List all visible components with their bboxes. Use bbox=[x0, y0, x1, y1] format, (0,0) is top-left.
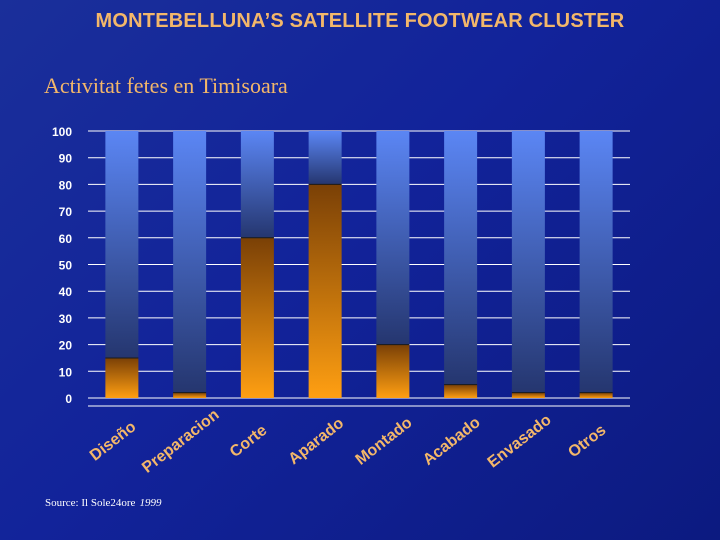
y-tick-label: 60 bbox=[59, 232, 73, 246]
bar-segment-upper bbox=[173, 131, 207, 393]
x-category-label: Envasado bbox=[485, 411, 555, 471]
bar-segment-lower bbox=[511, 392, 545, 398]
bar-segment-lower bbox=[579, 392, 613, 398]
source-text: Source: Il Sole24ore bbox=[45, 497, 136, 509]
x-category-label: Corte bbox=[227, 422, 270, 461]
bar-segment-lower bbox=[240, 237, 274, 398]
y-tick-label: 70 bbox=[59, 205, 73, 219]
y-tick-label: 50 bbox=[59, 259, 73, 273]
y-tick-label: 30 bbox=[59, 312, 73, 326]
bars bbox=[105, 131, 613, 398]
bar-segment-lower bbox=[444, 384, 478, 398]
bar-segment-upper bbox=[240, 131, 274, 238]
y-tick-label: 0 bbox=[65, 392, 72, 406]
bar-segment-upper bbox=[308, 131, 342, 185]
x-category-label: Acabado bbox=[420, 414, 484, 469]
x-category-label: Diseño bbox=[87, 418, 140, 464]
y-tick-label: 40 bbox=[59, 285, 73, 299]
y-tick-label: 20 bbox=[59, 339, 73, 353]
y-tick-label: 10 bbox=[59, 365, 73, 379]
source-note: Source: Il Sole24ore 1999 bbox=[45, 497, 161, 509]
slide-title: MONTEBELLUNA’S SATELLITE FOOTWEAR CLUSTE… bbox=[95, 10, 625, 32]
x-category-label: Aparado bbox=[286, 415, 348, 468]
bar-segment-upper bbox=[511, 131, 545, 393]
bar-segment-upper bbox=[376, 131, 410, 345]
gridlines bbox=[88, 130, 630, 407]
bar-segment-lower bbox=[173, 392, 207, 398]
bar-segment-upper bbox=[444, 131, 478, 385]
bar-segment-upper bbox=[579, 131, 613, 393]
y-tick-label: 80 bbox=[59, 178, 73, 192]
x-category-label: Otros bbox=[565, 422, 609, 462]
x-category-label: Montado bbox=[353, 414, 416, 469]
x-category-label: Preparacion bbox=[139, 406, 222, 476]
bar-segment-lower bbox=[376, 344, 410, 398]
slide-subtitle: Activitat fetes en Timisoara bbox=[44, 73, 288, 98]
bar-segment-upper bbox=[105, 131, 139, 358]
y-tick-label: 100 bbox=[52, 125, 72, 139]
bar-segment-lower bbox=[308, 184, 342, 398]
y-tick-label: 90 bbox=[59, 152, 73, 166]
bar-segment-lower bbox=[105, 357, 139, 398]
source-year: 1999 bbox=[139, 497, 162, 509]
